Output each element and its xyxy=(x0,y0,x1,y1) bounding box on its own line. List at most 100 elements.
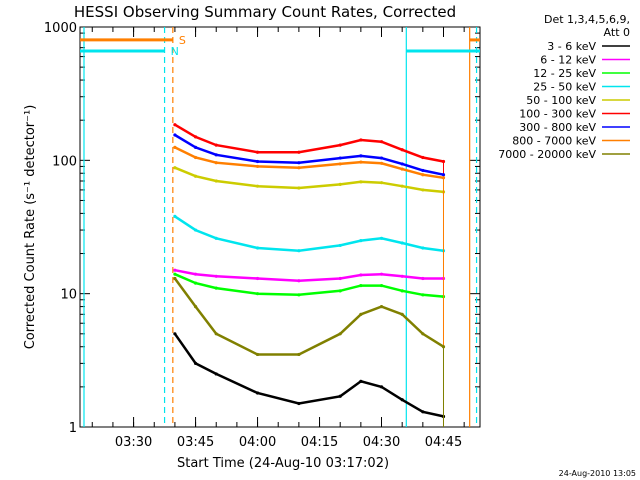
legend-label: 300 - 800 keV xyxy=(519,121,596,134)
data-point xyxy=(193,361,198,365)
data-point xyxy=(255,159,260,164)
data-point xyxy=(255,164,260,169)
data-point xyxy=(297,352,301,357)
data-point xyxy=(338,162,342,166)
data-point xyxy=(338,143,342,147)
y-axis-label: Corrected Count Rate (s⁻¹ detector⁻¹) xyxy=(23,105,38,350)
data-point xyxy=(379,272,384,276)
data-point xyxy=(173,332,177,336)
data-point xyxy=(421,246,425,250)
y-tick-label: 1 xyxy=(69,421,77,436)
legend-label: 7000 - 20000 keV xyxy=(498,148,596,161)
x-tick-label: 04:15 xyxy=(301,435,338,450)
plot-area: 1 10 100 1000 03:30 03:45 04:00 04:15 04:30 04:45… xyxy=(44,21,481,450)
data-point xyxy=(421,188,425,192)
data-point xyxy=(173,145,177,150)
x-tick-label: 04:45 xyxy=(425,435,462,450)
data-point xyxy=(193,145,198,150)
data-point xyxy=(338,394,342,398)
data-point xyxy=(379,236,384,240)
x-tick-label: 04:00 xyxy=(239,435,276,450)
data-point xyxy=(338,332,342,336)
data-point xyxy=(297,186,301,190)
data-point xyxy=(338,182,342,186)
data-point xyxy=(359,239,363,243)
data-point xyxy=(379,161,384,165)
data-point xyxy=(214,332,218,336)
data-point xyxy=(214,274,218,278)
plot-frame xyxy=(79,26,481,428)
data-point xyxy=(173,214,177,218)
data-point xyxy=(214,143,218,147)
data-point xyxy=(173,133,177,137)
data-point xyxy=(193,304,198,309)
data-point xyxy=(379,385,384,389)
legend-label: 50 - 100 keV xyxy=(526,94,596,107)
data-point xyxy=(255,292,260,296)
data-point xyxy=(173,268,177,272)
x-tick-label: 03:30 xyxy=(115,435,152,450)
data-point xyxy=(214,161,218,165)
legend-label: 25 - 50 keV xyxy=(533,81,596,94)
legend-label: 3 - 6 keV xyxy=(547,40,596,53)
data-point xyxy=(421,293,425,297)
data-point xyxy=(255,352,260,357)
data-point xyxy=(400,148,404,152)
data-point xyxy=(421,276,425,281)
data-point xyxy=(193,174,198,178)
data-point xyxy=(441,173,446,177)
data-point xyxy=(400,184,404,188)
data-point xyxy=(255,184,260,188)
data-point xyxy=(359,312,363,316)
x-tick-label: 04:30 xyxy=(363,435,400,450)
data-point xyxy=(297,166,301,170)
data-point xyxy=(214,179,218,183)
y-tick-label: 100 xyxy=(52,154,77,169)
data-point xyxy=(359,160,363,164)
data-point xyxy=(297,293,301,297)
data-point xyxy=(338,156,342,160)
data-point xyxy=(255,150,260,154)
data-point xyxy=(255,246,260,250)
data-point xyxy=(359,180,363,184)
data-point xyxy=(297,279,301,283)
data-point xyxy=(193,155,198,160)
legend-header-1: Det 1,3,4,5,6,9, xyxy=(544,13,630,26)
data-point xyxy=(379,304,384,309)
data-point xyxy=(400,241,404,245)
data-point xyxy=(193,272,198,276)
data-point xyxy=(214,236,218,240)
data-point xyxy=(297,161,301,165)
x-axis-label: Start Time (24-Aug-10 03:17:02) xyxy=(177,456,389,471)
series-line xyxy=(174,215,444,252)
legend-label: 12 - 25 keV xyxy=(533,67,596,80)
data-point xyxy=(214,372,218,376)
data-point xyxy=(441,159,446,164)
data-point xyxy=(359,379,363,383)
data-point xyxy=(379,140,384,144)
data-point xyxy=(400,289,404,293)
data-point xyxy=(214,286,218,290)
data-point xyxy=(400,167,404,171)
y-tick-label: 10 xyxy=(60,288,77,303)
data-point xyxy=(379,283,384,288)
data-point xyxy=(173,276,177,281)
data-point xyxy=(193,228,198,232)
data-point xyxy=(359,138,363,142)
data-point xyxy=(255,276,260,281)
data-point xyxy=(193,281,198,285)
data-point xyxy=(297,401,301,406)
data-point xyxy=(297,249,301,253)
data-point xyxy=(193,135,198,139)
flag-label: N xyxy=(171,45,179,58)
data-point xyxy=(338,276,342,281)
data-point xyxy=(359,273,363,277)
data-point xyxy=(421,155,425,160)
data-point xyxy=(421,173,425,177)
data-point xyxy=(338,243,342,248)
data-point xyxy=(400,398,404,402)
data-point xyxy=(297,150,301,154)
data-point xyxy=(421,410,425,414)
